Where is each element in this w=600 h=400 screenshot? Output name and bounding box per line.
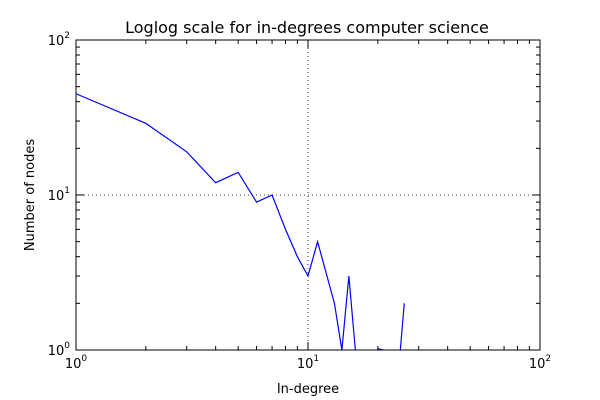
chart-title: Loglog scale for in-degrees computer sci…: [125, 18, 489, 37]
y-tick-label-1: 101: [48, 186, 70, 204]
x-tick-label-0: 100: [65, 354, 88, 372]
y-tick-base-2: 10: [48, 34, 65, 49]
plot-area: [75, 93, 405, 351]
y-tick-label-2: 102: [48, 31, 70, 49]
y-tick-exponent-1: 1: [64, 186, 70, 196]
series-line-0: [75, 93, 356, 351]
y-axis-label: Number of nodes: [23, 139, 38, 251]
x-tick-label-2: 102: [529, 354, 551, 372]
y-tick-exponent-0: 0: [64, 341, 70, 351]
y-tick-base-1: 10: [48, 189, 65, 204]
x-tick-exponent-1: 1: [313, 354, 319, 364]
x-tick-exponent-0: 0: [81, 354, 87, 364]
grid-lines: [76, 40, 540, 350]
y-tick-exponent-2: 2: [64, 31, 70, 41]
x-tick-exponent-2: 2: [545, 354, 551, 364]
x-axis-label: In-degree: [277, 382, 339, 397]
y-tick-label-0: 100: [48, 341, 71, 359]
x-tick-label-1: 101: [297, 354, 319, 372]
series-line-2: [399, 303, 405, 351]
y-tick-base-0: 10: [48, 344, 65, 359]
